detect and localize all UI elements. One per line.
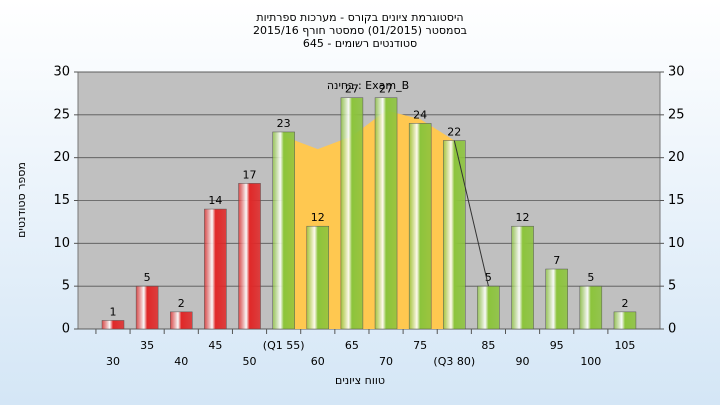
data-label: 17 bbox=[243, 168, 257, 181]
y-tick-label: 15 bbox=[53, 193, 70, 208]
data-label: 5 bbox=[587, 271, 594, 284]
bar bbox=[374, 97, 398, 330]
x-tick-label: 45 bbox=[208, 339, 222, 352]
bar bbox=[272, 131, 295, 330]
bar bbox=[443, 140, 466, 330]
y2-tick-label: 20 bbox=[668, 150, 685, 165]
data-label: 12 bbox=[516, 211, 530, 224]
bar bbox=[511, 225, 534, 330]
bar bbox=[170, 311, 193, 330]
data-label: 7 bbox=[553, 254, 560, 267]
bar bbox=[204, 208, 227, 330]
y-tick-label: 10 bbox=[53, 236, 70, 251]
y-tick-label: 5 bbox=[62, 279, 70, 294]
bar bbox=[101, 320, 125, 330]
x-tick-label: 100 bbox=[580, 355, 601, 368]
chart-title: בסמסטר (01/2015) סמסטר חורף 2015/16 bbox=[253, 24, 467, 37]
data-label: 12 bbox=[311, 211, 325, 224]
y2-tick-label: 10 bbox=[668, 236, 685, 251]
x-tick-label: 40 bbox=[174, 355, 188, 368]
x-axis-label: טווח ציונים bbox=[335, 374, 385, 387]
x-tick-label: 105 bbox=[614, 339, 635, 352]
data-label: 23 bbox=[277, 117, 291, 130]
x-tick-label: 95 bbox=[550, 339, 564, 352]
data-label: 14 bbox=[208, 194, 222, 207]
data-label: 2 bbox=[621, 297, 628, 310]
x-tick-label: 75 bbox=[413, 339, 427, 352]
y2-tick-label: 0 bbox=[668, 322, 676, 337]
y-tick-label: 0 bbox=[62, 322, 70, 337]
bar bbox=[238, 183, 261, 330]
chart-title: היסטוגרמת ציונים בקורס - מערכות ספרתיות bbox=[256, 11, 463, 24]
x-tick-label: 35 bbox=[140, 339, 154, 352]
line bbox=[453, 140, 489, 287]
bar bbox=[613, 311, 637, 330]
y-tick-label: 30 bbox=[53, 65, 70, 80]
bar bbox=[477, 285, 500, 330]
y-tick-label: 25 bbox=[53, 107, 70, 122]
chart-title: סטודנטים רשומים - 645 bbox=[303, 37, 417, 50]
data-label: 2 bbox=[178, 297, 185, 310]
x-tick-label: 85 bbox=[481, 339, 495, 352]
legend-entry: בחינה : Exam_B bbox=[327, 79, 409, 92]
data-label: 1 bbox=[110, 305, 117, 318]
x-tick-label: 60 bbox=[311, 355, 325, 368]
y2-tick-label: 15 bbox=[668, 193, 685, 208]
x-tick-label: 65 bbox=[345, 339, 359, 352]
y2-tick-label: 25 bbox=[668, 107, 685, 122]
bar bbox=[408, 123, 432, 330]
x-tick-label: 50 bbox=[243, 355, 257, 368]
data-label: 27 bbox=[379, 83, 393, 96]
x-tick-label: (Q1 55) bbox=[263, 339, 305, 352]
bar bbox=[135, 285, 159, 330]
y2-tick-label: 5 bbox=[668, 279, 676, 294]
data-label: 22 bbox=[447, 126, 461, 139]
bar bbox=[545, 268, 568, 330]
data-label: 5 bbox=[144, 271, 151, 284]
x-tick-label: 90 bbox=[516, 355, 530, 368]
x-tick-label: 70 bbox=[379, 355, 393, 368]
x-tick-label: (Q3 80) bbox=[433, 355, 475, 368]
data-label: 5 bbox=[485, 271, 492, 284]
y2-tick-label: 30 bbox=[668, 65, 685, 80]
data-label: 24 bbox=[413, 108, 427, 121]
x-tick-label: 30 bbox=[106, 355, 120, 368]
y-tick-label: 20 bbox=[53, 150, 70, 165]
data-label: 27 bbox=[345, 83, 359, 96]
bar bbox=[306, 225, 330, 330]
bar bbox=[579, 285, 603, 330]
bar bbox=[340, 97, 364, 330]
y-axis-label: מספר סטודנטים bbox=[15, 162, 28, 238]
